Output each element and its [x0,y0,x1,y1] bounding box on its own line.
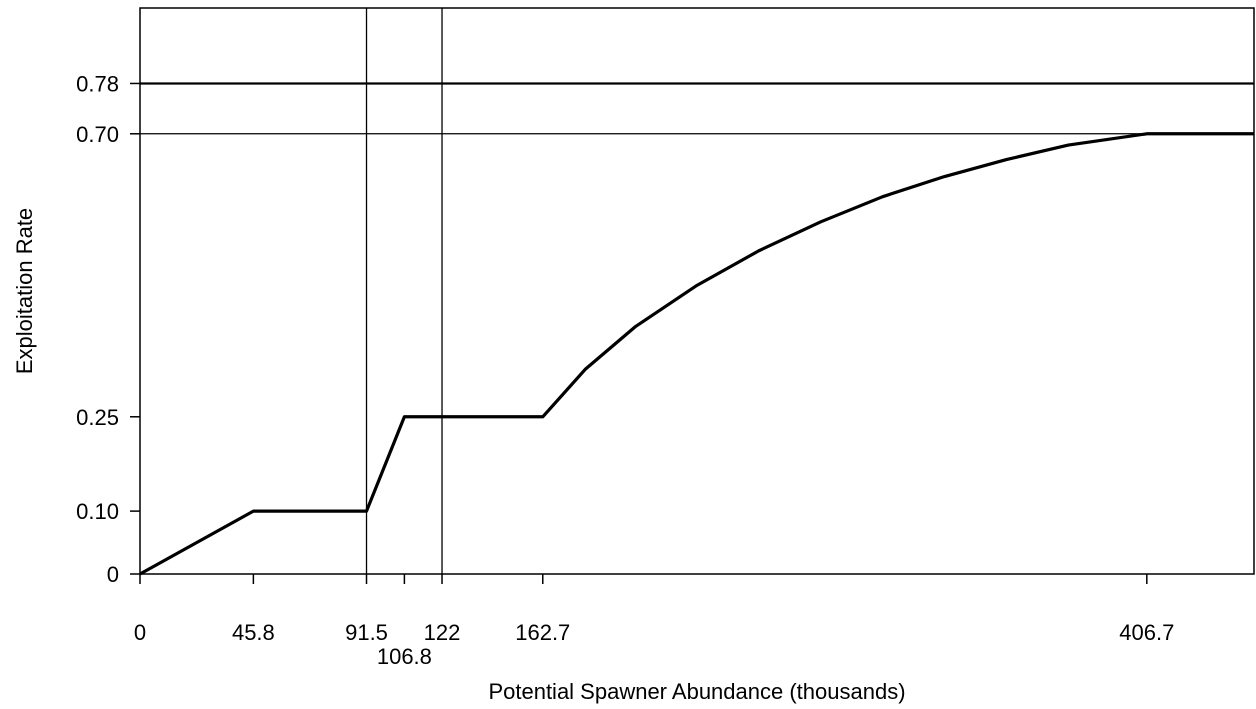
y-axis-label: Exploitation Rate [12,208,37,374]
x-tick-label: 0 [134,620,146,645]
x-axis-label: Potential Spawner Abundance (thousands) [488,679,905,704]
x-tick-label: 406.7 [1119,620,1174,645]
y-tick-label: 0 [107,562,119,587]
plot-frame [139,7,1255,575]
reference-lines [140,8,1254,574]
y-tick-label: 0.78 [76,71,119,96]
x-tick-label: 45.8 [232,620,275,645]
y-tick-label: 0.70 [76,122,119,147]
x-tick-label: 122 [424,620,461,645]
x-tick-label: 91.5 [345,620,388,645]
y-axis-ticks: 0 0.10 0.25 0.70 0.78 [76,71,140,587]
x-tick-label: 162.7 [515,620,570,645]
series-line [139,132,1254,576]
y-tick-label: 0.10 [76,499,119,524]
y-tick-label: 0.25 [76,405,119,430]
x-tick-label: 106.8 [377,644,432,669]
